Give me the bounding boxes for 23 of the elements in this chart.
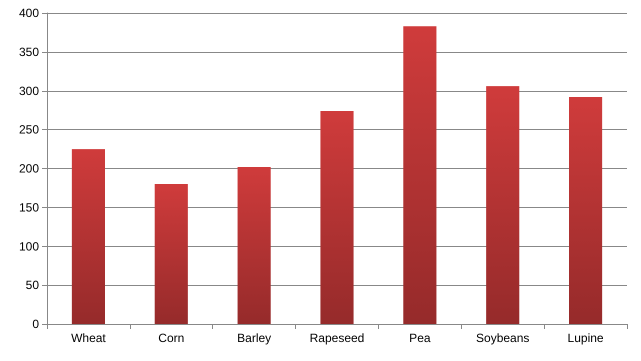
x-tick-label: Soybeans: [476, 331, 530, 345]
bar: [486, 86, 520, 324]
x-tick-label: Wheat: [71, 331, 106, 345]
x-tick-label: Rapeseed: [310, 331, 364, 345]
bar: [403, 26, 436, 324]
y-tick-label: 400: [18, 6, 40, 20]
y-tick-label: 50: [26, 278, 40, 292]
x-tick-label: Barley: [237, 331, 272, 345]
bar: [154, 184, 188, 324]
y-tick-label: 300: [18, 84, 40, 98]
bar: [238, 166, 271, 324]
x-tick-label: Corn: [158, 331, 184, 345]
y-tick-label: 250: [18, 122, 40, 137]
x-tick-label: Pea: [409, 331, 431, 345]
y-tick-label: 350: [18, 44, 40, 59]
bar: [72, 149, 105, 324]
y-tick-label: 150: [18, 200, 40, 214]
bar: [569, 96, 602, 324]
y-tick-label: 0: [32, 317, 40, 331]
y-tick-label: 100: [18, 239, 40, 254]
x-tick-label: Lupine: [568, 331, 604, 345]
bar: [320, 110, 354, 324]
y-tick-label: 200: [18, 162, 40, 176]
